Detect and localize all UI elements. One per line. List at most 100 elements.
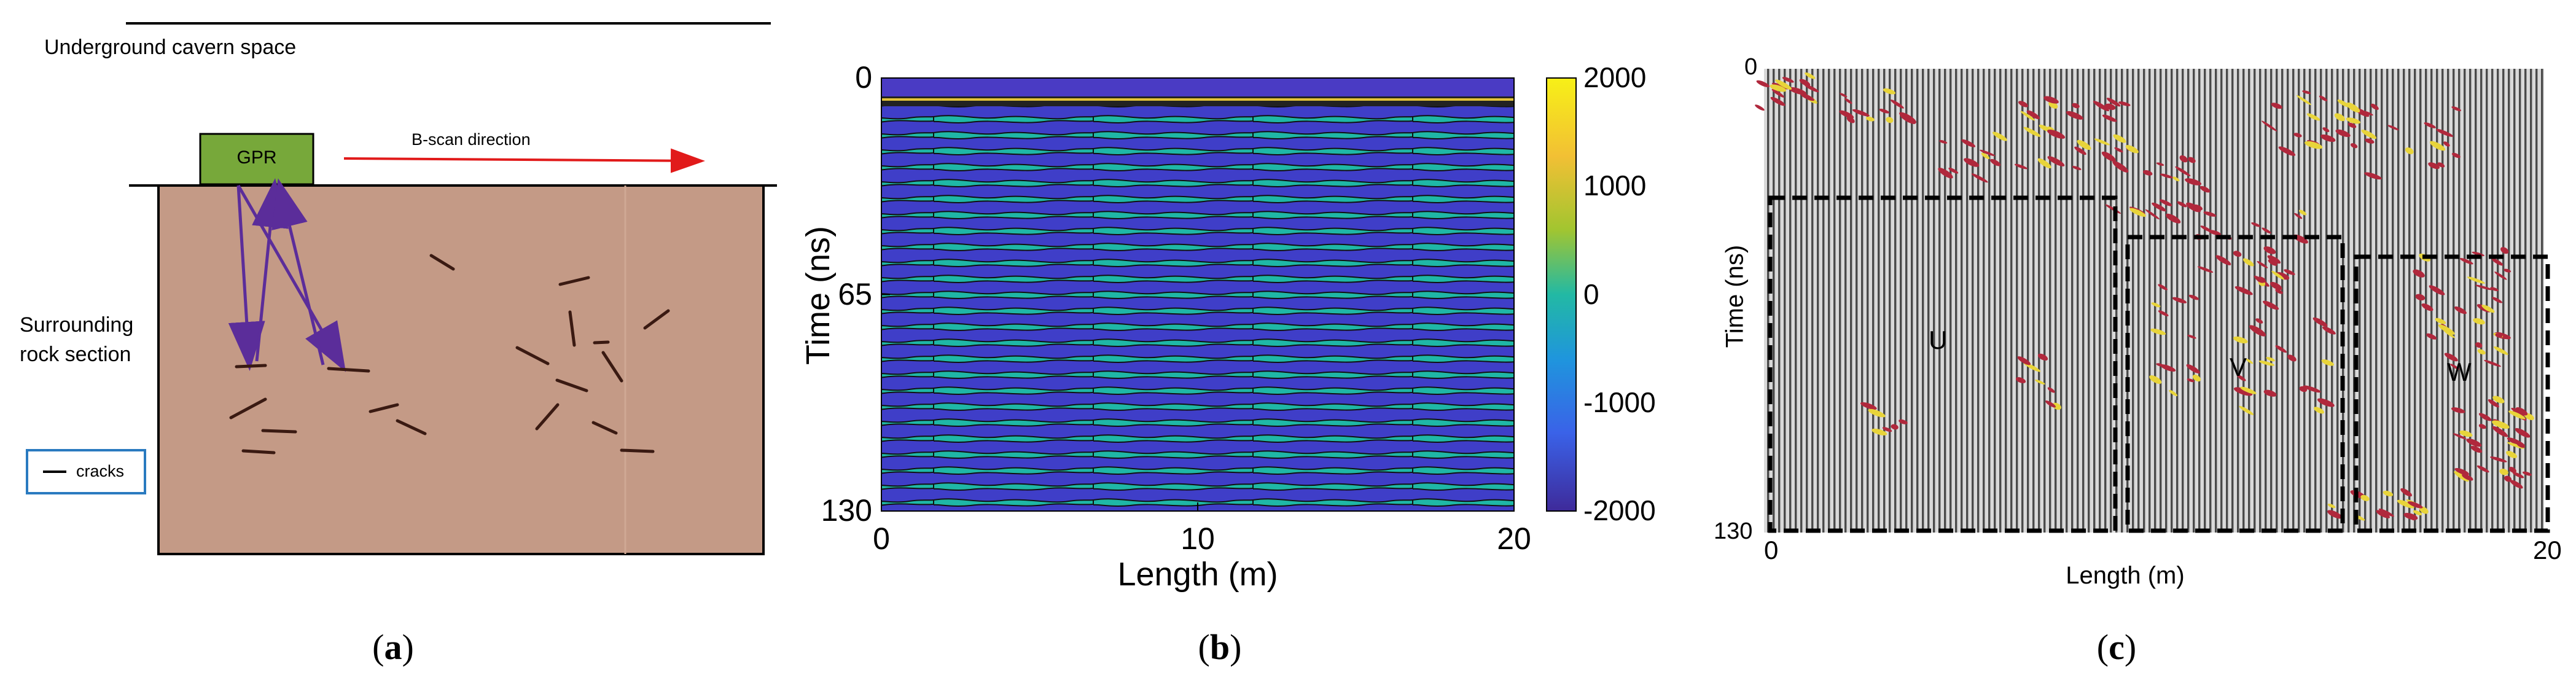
reflection-speckle bbox=[2043, 96, 2059, 104]
reflection-speckle bbox=[2177, 201, 2187, 208]
caption-c: (c) bbox=[2096, 627, 2137, 667]
reflection-speckle bbox=[2151, 302, 2161, 308]
reflection-speckle bbox=[2249, 325, 2266, 337]
panel-c: U V W 0 130 0 20 Length (m) Time (ns) bbox=[1695, 0, 2576, 614]
reflection-speckle bbox=[1891, 424, 1899, 430]
c-x-tick-left: 0 bbox=[1764, 536, 1779, 564]
reflection-speckle bbox=[2306, 113, 2320, 121]
reflection-speckle bbox=[2234, 286, 2253, 295]
reflection-speckle bbox=[1770, 96, 1786, 106]
panel-b: 0 10 20 0 65 130 2000 1000 0 -1000 -2000 Length … bbox=[774, 0, 1665, 614]
crack bbox=[558, 276, 590, 286]
reflection-speckle bbox=[2507, 442, 2524, 449]
anomaly-regions bbox=[1768, 195, 2550, 533]
cavern-label: Underground cavern space bbox=[44, 36, 297, 59]
region-v-label: V bbox=[2230, 353, 2247, 381]
reflection-speckle bbox=[2378, 509, 2394, 517]
reflection-speckle bbox=[2074, 146, 2086, 155]
reflection-speckle bbox=[2266, 357, 2275, 362]
reflection-speckle bbox=[2149, 375, 2162, 385]
reflection-speckle bbox=[2428, 162, 2440, 170]
reflection-speckle bbox=[1899, 112, 1916, 123]
radargram-surface-band bbox=[881, 78, 1514, 96]
reflection-speckle bbox=[2145, 209, 2160, 220]
reflection-speckle bbox=[2413, 269, 2425, 278]
wiggle-plot bbox=[1755, 69, 2550, 533]
reflection-speckle bbox=[2066, 111, 2083, 120]
reflection-speckle bbox=[1990, 158, 2001, 166]
reflection-speckle bbox=[2477, 349, 2486, 355]
reflection-speckle bbox=[2102, 114, 2117, 122]
reflection-speckle bbox=[1948, 167, 1959, 174]
reflection-speckle bbox=[2459, 430, 2473, 437]
reflection-speckle bbox=[2322, 326, 2336, 335]
b-y-axis-label: Time (ns) bbox=[800, 226, 837, 365]
reflection-speckle bbox=[2444, 353, 2458, 362]
reflection-speckle bbox=[2350, 143, 2358, 149]
reflection-speckle bbox=[2294, 213, 2303, 219]
reflection-speckle bbox=[2435, 318, 2446, 324]
crack bbox=[643, 309, 670, 330]
reflection-speckle bbox=[1756, 80, 1770, 88]
gpr-label: GPR bbox=[236, 147, 277, 168]
reflection-speckle bbox=[2424, 122, 2436, 128]
reflection-speckle bbox=[1971, 173, 1988, 183]
reflection-speckle bbox=[2516, 442, 2526, 448]
reflection-speckle bbox=[2361, 130, 2377, 139]
reflection-speckle bbox=[2237, 375, 2246, 381]
reflection-speckle bbox=[1770, 84, 1787, 92]
reflection-speckle bbox=[2037, 353, 2048, 361]
reflection-speckle bbox=[2335, 129, 2351, 138]
b-y-tick-label: 0 bbox=[855, 60, 872, 95]
scan-direction-label: B-scan direction bbox=[412, 130, 531, 149]
reflection-speckle bbox=[2454, 467, 2470, 475]
reflection-speckle bbox=[2478, 424, 2486, 429]
reflection-speckle bbox=[2246, 358, 2254, 364]
reflection-speckle bbox=[1865, 116, 1875, 122]
reflection-speckle bbox=[2397, 499, 2414, 509]
reflection-speckle bbox=[2492, 420, 2510, 429]
reflection-speckle bbox=[1782, 77, 1794, 83]
region-u-label: U bbox=[1929, 326, 1948, 354]
reflection-speckle bbox=[2233, 387, 2253, 396]
reflection-speckle bbox=[2492, 396, 2505, 404]
reflection-speckle bbox=[2255, 318, 2263, 324]
b-colorbar-tick-label: 1000 bbox=[1583, 170, 1647, 202]
reflection-speckle bbox=[1852, 109, 1870, 117]
reflection-speckle bbox=[2233, 251, 2242, 257]
reflection-speckle bbox=[2475, 284, 2493, 291]
c-y-tick-top: 0 bbox=[1744, 54, 1758, 80]
reflection-speckle bbox=[2293, 133, 2302, 138]
reflection-speckle bbox=[2512, 472, 2524, 478]
reflection-speckle bbox=[2156, 363, 2164, 367]
reflection-speckle bbox=[2263, 246, 2276, 254]
wiggle-traces bbox=[1764, 69, 2544, 533]
reflection-speckle bbox=[2365, 138, 2375, 144]
reflection-speckle bbox=[1992, 131, 2007, 141]
crack bbox=[261, 429, 297, 434]
b-colorbar-tick-label: 0 bbox=[1583, 278, 1599, 310]
reflection-speckle bbox=[1899, 419, 1908, 424]
reflection-speckle bbox=[2327, 503, 2336, 509]
legend-label: cracks bbox=[76, 462, 125, 480]
reflection-speckle bbox=[2203, 211, 2217, 217]
reflection-speckle bbox=[2400, 488, 2412, 497]
gpr-device bbox=[199, 133, 314, 185]
reflection-speckle bbox=[2492, 426, 2508, 437]
reflection-speckle bbox=[2113, 134, 2126, 143]
reflection-speckle bbox=[2481, 305, 2495, 313]
reflection-speckle bbox=[2451, 106, 2462, 112]
reflection-speckle bbox=[2504, 475, 2512, 482]
reflection-speckle bbox=[2199, 185, 2211, 193]
reflection-speckle bbox=[2419, 506, 2429, 514]
gpr-rays bbox=[228, 178, 346, 372]
reflection-speckle bbox=[2112, 160, 2129, 173]
panel-a: Underground cavern space GPR B-scan dire… bbox=[0, 0, 798, 590]
b-x-tick-label: 10 bbox=[1181, 521, 1215, 556]
reflection-speckle bbox=[2334, 113, 2346, 122]
crack bbox=[535, 403, 560, 431]
reflection-speckle bbox=[2491, 258, 2504, 266]
reflection-speckle bbox=[1879, 108, 1890, 114]
crack bbox=[593, 340, 610, 345]
reflection-speckle bbox=[2271, 103, 2282, 109]
